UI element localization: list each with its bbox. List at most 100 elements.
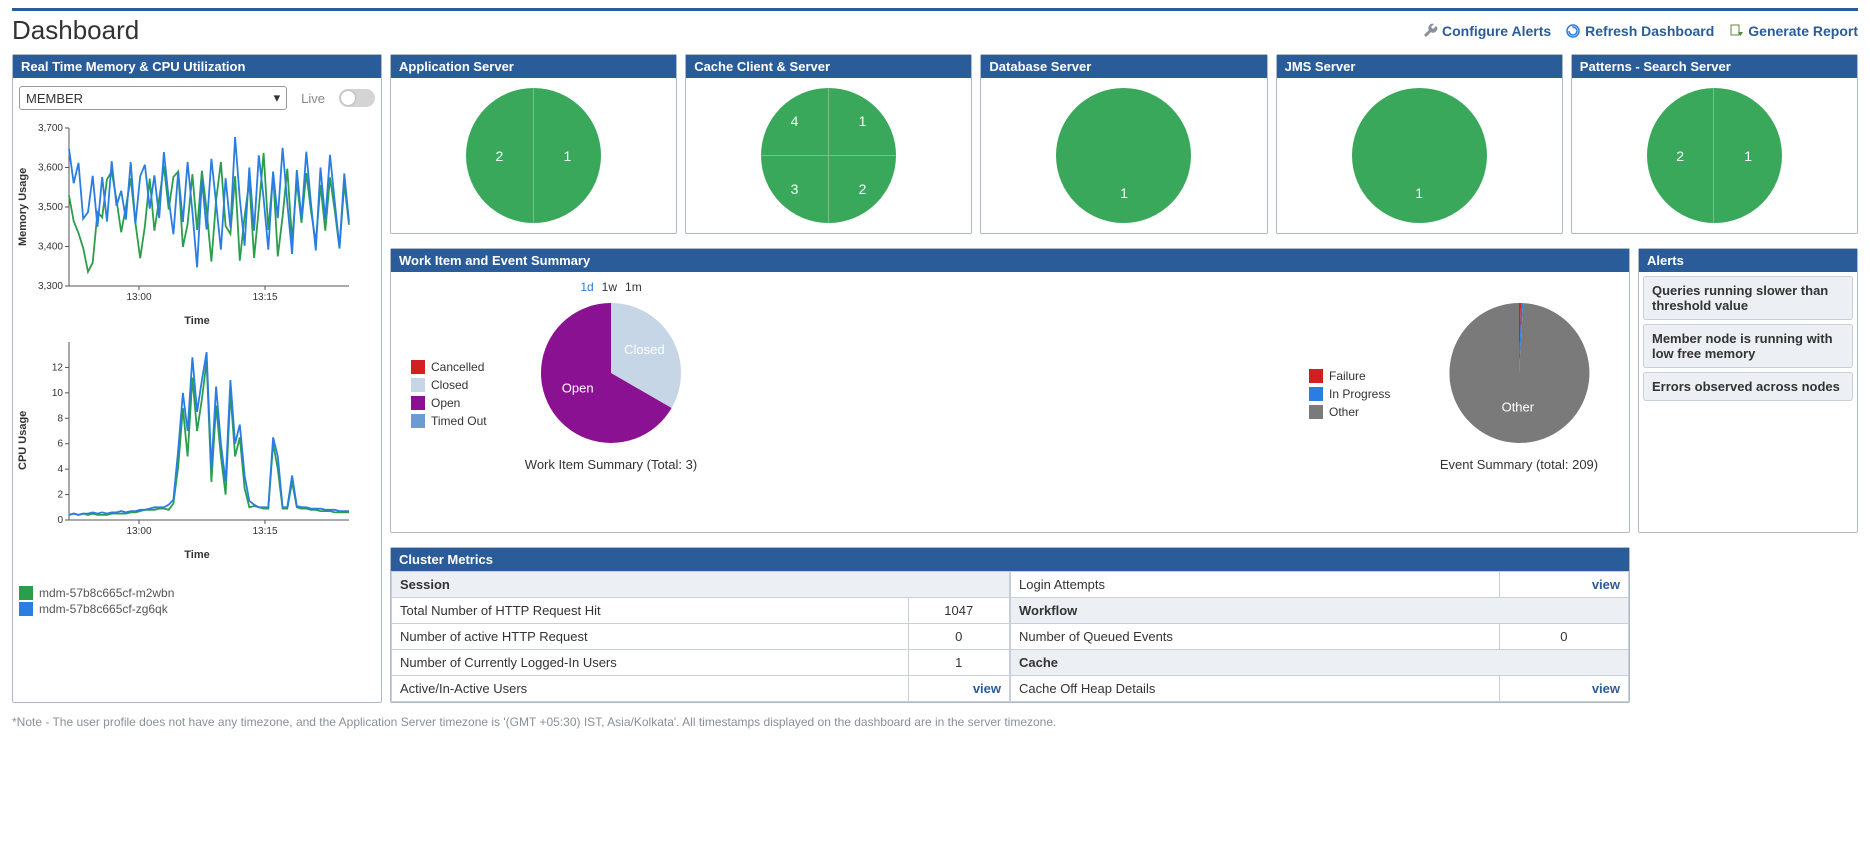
timezone-footnote: *Note - The user profile does not have a… [12, 715, 1858, 729]
cluster-metrics-header: Cluster Metrics [391, 548, 1629, 571]
svg-text:Closed: Closed [624, 342, 664, 357]
svg-text:13:00: 13:00 [126, 292, 151, 303]
status-slice-label: 1 [1352, 88, 1487, 223]
work-item-panel-header: Work Item and Event Summary [391, 249, 1629, 272]
configure-alerts-link[interactable]: Configure Alerts [1422, 23, 1551, 39]
status-panel-header: Database Server [981, 55, 1266, 78]
status-panel-header: Application Server [391, 55, 676, 78]
cpu-x-axis-label: Time [19, 549, 375, 561]
event-summary-pie: Other [1429, 298, 1609, 448]
page-title: Dashboard [12, 15, 139, 46]
memory-usage-chart: 3,300 3,400 3,500 3,600 3,700 13:00 13:15 [19, 120, 359, 310]
svg-text:13:00: 13:00 [126, 526, 151, 537]
chart-legend-item: mdm-57b8c665cf-zg6qk [19, 602, 375, 616]
metrics-value: 0 [1499, 624, 1628, 650]
metrics-section: Cache [1011, 650, 1629, 676]
pie-legend-item: Timed Out [411, 414, 491, 428]
metrics-section: Workflow [1011, 598, 1629, 624]
alerts-panel-header: Alerts [1639, 249, 1857, 272]
metrics-label: Total Number of HTTP Request Hit [392, 598, 909, 624]
status-panel-header: Patterns - Search Server [1572, 55, 1857, 78]
pie-legend-item: In Progress [1309, 387, 1399, 401]
live-toggle[interactable] [339, 89, 375, 107]
svg-text:8: 8 [57, 413, 63, 424]
status-slice-label: 3 [761, 156, 829, 224]
pie-legend-item: Closed [411, 378, 491, 392]
alert-item[interactable]: Queries running slower than threshold va… [1643, 276, 1853, 320]
work-item-pie: Closed Open [521, 298, 701, 448]
metrics-label: Login Attempts [1011, 572, 1500, 598]
wrench-icon [1422, 23, 1438, 39]
svg-text:Other: Other [1502, 399, 1535, 414]
status-slice-label: 1 [1714, 88, 1782, 223]
svg-text:13:15: 13:15 [252, 526, 277, 537]
status-circle[interactable]: 1 [1056, 88, 1191, 223]
metrics-view-link[interactable]: view [1499, 572, 1628, 598]
metrics-value: 1047 [908, 598, 1009, 624]
chevron-down-icon: ▾ [274, 90, 281, 106]
svg-text:3,400: 3,400 [38, 242, 63, 253]
status-slice-label: 1 [829, 88, 897, 156]
svg-text:10: 10 [52, 388, 64, 399]
pie-legend-item: Cancelled [411, 360, 491, 374]
refresh-dashboard-label: Refresh Dashboard [1585, 23, 1714, 39]
status-slice-label: 1 [534, 88, 602, 223]
chart-legend-item: mdm-57b8c665cf-m2wbn [19, 586, 375, 600]
svg-text:Open: Open [562, 380, 594, 395]
metrics-view-link[interactable]: view [908, 676, 1009, 702]
metrics-label: Number of Currently Logged-In Users [392, 650, 909, 676]
pie-legend-item: Failure [1309, 369, 1399, 383]
status-circle[interactable]: 21 [466, 88, 601, 223]
status-panel-header: Cache Client & Server [686, 55, 971, 78]
generate-report-label: Generate Report [1748, 23, 1858, 39]
metrics-label: Active/In-Active Users [392, 676, 909, 702]
svg-text:3,500: 3,500 [38, 202, 63, 213]
metrics-value: 0 [908, 624, 1009, 650]
time-range-option[interactable]: 1d [580, 280, 593, 294]
metrics-label: Number of Queued Events [1011, 624, 1500, 650]
status-slice-label: 2 [466, 88, 534, 223]
svg-text:12: 12 [52, 362, 64, 373]
refresh-icon [1565, 23, 1581, 39]
status-slice-label: 2 [829, 156, 897, 224]
live-label: Live [301, 91, 325, 106]
svg-text:3,600: 3,600 [38, 163, 63, 174]
status-circle[interactable]: 4132 [761, 88, 896, 223]
time-range-option[interactable]: 1m [625, 280, 642, 294]
configure-alerts-label: Configure Alerts [1442, 23, 1551, 39]
status-slice-label: 4 [761, 88, 829, 156]
status-slice-label: 1 [1056, 88, 1191, 223]
svg-text:0: 0 [57, 515, 63, 526]
event-summary-caption: Event Summary (total: 209) [1429, 457, 1609, 472]
status-slice-label: 2 [1647, 88, 1715, 223]
node-select-value: MEMBER [26, 91, 83, 106]
svg-text:2: 2 [57, 490, 63, 501]
memory-y-axis-label: Memory Usage [17, 168, 29, 246]
memory-x-axis-label: Time [19, 315, 375, 327]
cpu-usage-chart: 02468101213:0013:15 [19, 334, 359, 544]
time-range-option[interactable]: 1w [602, 280, 617, 294]
svg-text:13:15: 13:15 [252, 292, 277, 303]
svg-text:3,300: 3,300 [38, 281, 63, 292]
status-panel-header: JMS Server [1277, 55, 1562, 78]
metrics-label: Cache Off Heap Details [1011, 676, 1500, 702]
svg-text:4: 4 [57, 464, 63, 475]
alert-item[interactable]: Errors observed across nodes [1643, 372, 1853, 401]
cpu-y-axis-label: CPU Usage [17, 411, 29, 470]
pie-legend-item: Other [1309, 405, 1399, 419]
realtime-panel-header: Real Time Memory & CPU Utilization [13, 55, 381, 78]
node-select[interactable]: MEMBER ▾ [19, 86, 287, 110]
status-circle[interactable]: 21 [1647, 88, 1782, 223]
metrics-label: Number of active HTTP Request [392, 624, 909, 650]
refresh-dashboard-link[interactable]: Refresh Dashboard [1565, 23, 1714, 39]
report-icon [1728, 23, 1744, 39]
work-item-caption: Work Item Summary (Total: 3) [521, 457, 701, 472]
generate-report-link[interactable]: Generate Report [1728, 23, 1858, 39]
metrics-value: 1 [908, 650, 1009, 676]
status-circle[interactable]: 1 [1352, 88, 1487, 223]
svg-text:3,700: 3,700 [38, 123, 63, 134]
metrics-section: Session [392, 572, 1010, 598]
alert-item[interactable]: Member node is running with low free mem… [1643, 324, 1853, 368]
pie-legend-item: Open [411, 396, 491, 410]
metrics-view-link[interactable]: view [1499, 676, 1628, 702]
